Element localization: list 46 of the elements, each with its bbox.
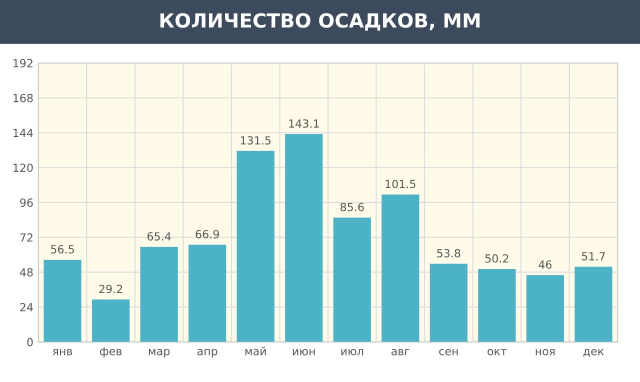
y-tick-label: 96: [20, 198, 33, 207]
data-label: 29.2: [99, 284, 122, 294]
bar: [574, 266, 612, 342]
x-tick-label: янв: [52, 349, 72, 356]
y-tick-label: 120: [14, 164, 33, 172]
bar: [188, 244, 226, 342]
x-tick-label: мар: [148, 348, 170, 358]
data-label: 66.9: [196, 230, 219, 238]
data-label: 46: [538, 260, 552, 269]
x-tick-label: июл: [341, 348, 364, 356]
bar: [526, 275, 564, 342]
x-tick-label: авг: [391, 348, 410, 356]
x-tick-label: апр: [197, 348, 218, 358]
bar: [44, 260, 82, 342]
data-label: 56.5: [51, 245, 74, 254]
data-label: 65.4: [147, 232, 171, 241]
data-label: 131.5: [240, 136, 271, 145]
y-tick-label: 48: [20, 268, 33, 277]
data-label: 53.8: [437, 249, 460, 258]
bar: [140, 246, 178, 342]
y-tick-label: 72: [20, 233, 32, 242]
y-tick-label: 144: [14, 128, 33, 137]
data-label: 51.7: [582, 252, 605, 260]
x-tick-label: июн: [292, 348, 315, 356]
chart-title: КОЛИЧЕСТВО ОСАДКОВ, ММ: [160, 13, 480, 31]
x-tick-label: ноя: [536, 348, 555, 356]
y-tick-label: 0: [27, 338, 33, 346]
bar: [478, 268, 516, 342]
data-label: 101.5: [386, 180, 416, 188]
data-label: 85.6: [340, 202, 364, 212]
bar: [236, 150, 274, 342]
y-tick-label: 168: [14, 94, 33, 102]
bar: [430, 264, 468, 342]
bar: [285, 134, 323, 342]
data-label: 143.1: [289, 119, 319, 128]
bar: [92, 299, 130, 342]
x-tick-label: фев: [100, 347, 122, 358]
x-tick-label: окт: [488, 348, 507, 356]
x-tick-label: дек: [583, 348, 604, 357]
data-label: 50.2: [485, 254, 508, 263]
x-tick-label: сен: [439, 348, 458, 356]
bar: [382, 194, 420, 342]
y-tick-label: 192: [14, 59, 32, 68]
bar: [333, 218, 371, 342]
y-tick-label: 24: [20, 303, 33, 312]
x-tick-label: май: [245, 346, 266, 356]
